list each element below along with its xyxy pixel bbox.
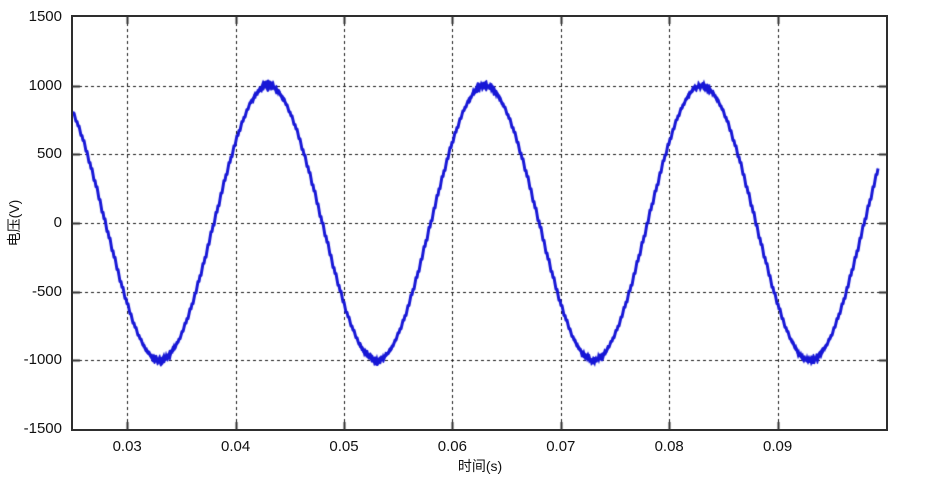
- y-tick-label: 500: [36, 145, 62, 163]
- x-tick-label: 0.07: [546, 438, 576, 455]
- x-tick-label: 0.04: [220, 438, 251, 455]
- y-tick-label: 1000: [28, 76, 62, 94]
- y-tick-label: 1500: [28, 8, 62, 25]
- y-tick-label: -1000: [23, 351, 62, 369]
- x-tick-label: 0.05: [329, 438, 359, 455]
- waveform-canvas: [73, 17, 886, 429]
- y-tick-label: -500: [31, 282, 62, 300]
- x-tick-label: 0.03: [112, 438, 142, 455]
- y-tick-label: -1500: [23, 420, 62, 437]
- plot-area: [71, 15, 888, 431]
- x-tick-label: 0.09: [762, 438, 793, 455]
- x-tick-label: 0.06: [437, 438, 467, 455]
- x-tick-label: 0.08: [654, 438, 684, 455]
- y-tick-label: 0: [53, 214, 62, 231]
- x-axis-label: 时间(s): [457, 458, 503, 474]
